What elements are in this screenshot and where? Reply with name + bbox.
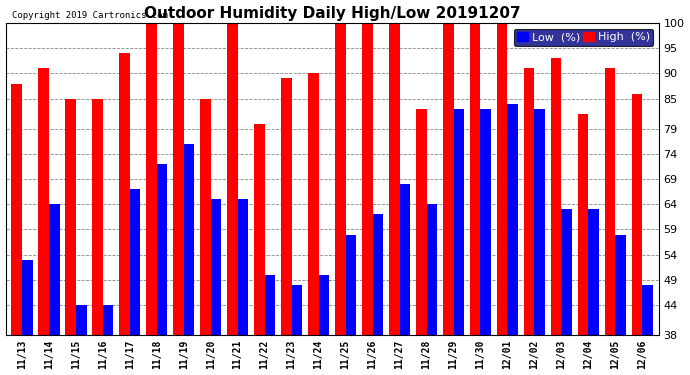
Bar [415,109,426,335]
Bar [642,285,653,335]
Bar [480,109,491,335]
Bar [524,68,535,335]
Bar [292,285,302,335]
Bar [103,305,113,335]
Bar [551,58,562,335]
Bar [562,209,572,335]
Bar [65,99,76,335]
Bar [443,23,453,335]
Bar [22,260,32,335]
Bar [497,23,507,335]
Bar [615,234,627,335]
Bar [92,99,103,335]
Bar [146,23,157,335]
Bar [578,114,589,335]
Bar [11,84,22,335]
Bar [335,23,346,335]
Bar [507,104,518,335]
Bar [535,109,545,335]
Bar [604,68,615,335]
Bar [453,109,464,335]
Bar [173,23,184,335]
Bar [49,204,59,335]
Title: Outdoor Humidity Daily High/Low 20191207: Outdoor Humidity Daily High/Low 20191207 [144,6,520,21]
Bar [400,184,411,335]
Bar [319,275,329,335]
Bar [373,214,384,335]
Bar [264,275,275,335]
Bar [119,53,130,335]
Bar [281,78,292,335]
Bar [210,199,221,335]
Bar [76,305,86,335]
Bar [631,94,642,335]
Bar [38,68,49,335]
Bar [362,23,373,335]
Bar [157,164,168,335]
Bar [237,199,248,335]
Bar [589,209,599,335]
Bar [184,144,195,335]
Bar [130,189,141,335]
Bar [470,23,480,335]
Bar [254,124,264,335]
Text: Copyright 2019 Cartronics.com: Copyright 2019 Cartronics.com [12,11,168,20]
Bar [308,74,319,335]
Legend: Low  (%), High  (%): Low (%), High (%) [514,28,653,46]
Bar [388,23,400,335]
Bar [200,99,210,335]
Bar [227,23,237,335]
Bar [426,204,437,335]
Bar [346,234,356,335]
